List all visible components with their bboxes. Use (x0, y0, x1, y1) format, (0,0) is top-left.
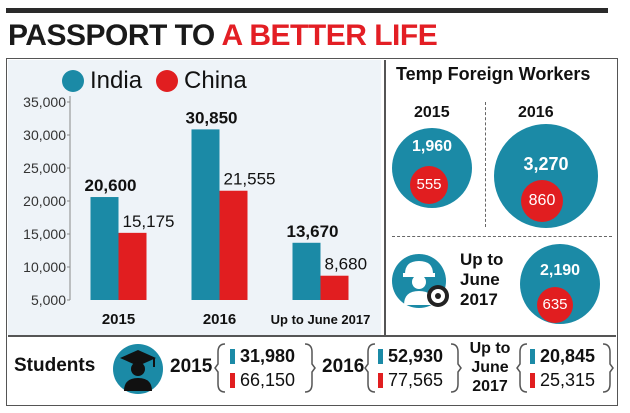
tfw-upto-line-3: 2017 (460, 290, 498, 309)
y-tick-label: 25,000 (23, 160, 66, 176)
students-upto-line-3: 2017 (472, 378, 508, 395)
tfw-year-2015: 2015 (414, 104, 450, 121)
title-part-1: PASSPORT TO (8, 19, 215, 52)
students-2017-china-value: 25,315 (540, 370, 596, 390)
data-label-india-0: 20,600 (85, 176, 137, 195)
bar-chart: 5,000 10,000 15,000 20,000 25,000 30,000 35,00… (23, 94, 371, 328)
students-2016-china-value: 77,565 (388, 370, 444, 390)
data-label-india-1: 30,850 (186, 108, 238, 127)
students-2016-bracket (364, 343, 376, 393)
students-2017-india: 20,845 (530, 346, 595, 367)
y-tick-label: 10,000 (23, 259, 66, 275)
students-2015-bracket-right (304, 343, 316, 393)
legend-swatch-china (156, 70, 179, 92)
y-tick-label: 5,000 (31, 292, 66, 308)
students-2015-india-value: 31,980 (240, 346, 296, 366)
tfw-2016-india-value: 3,270 (523, 154, 569, 174)
students-2015-china: 66,150 (230, 370, 295, 391)
students-upto-line-2: June (471, 359, 509, 376)
data-label-india-2: 13,670 (287, 222, 339, 241)
tfw-2015-china-circle (410, 166, 448, 204)
infographic-frame (6, 58, 618, 406)
tfw-2017-india-value: 2,190 (539, 262, 581, 279)
legend-label-china: China (184, 67, 247, 94)
y-tick-label: 35,000 (23, 94, 66, 110)
data-label-china-1: 21,555 (224, 170, 276, 189)
students-upto-line-1: Up to (469, 340, 511, 357)
page-title: PASSPORT TO A BETTER LIFE (8, 18, 438, 54)
worker-icon (392, 254, 449, 308)
top-rule (6, 8, 608, 13)
students-2017-india-value: 20,845 (540, 346, 596, 366)
tfw-2016-china-value: 860 (528, 192, 556, 209)
x-category-label: Up to June 2017 (271, 312, 371, 327)
tfw-2017-china-circle (537, 287, 573, 323)
horizontal-divider (8, 335, 616, 337)
students-upto-2017-label: Up to June 2017 (464, 339, 516, 396)
graduate-icon (113, 344, 163, 394)
chart-legend: India China (62, 66, 261, 96)
bar-india-1 (191, 129, 220, 300)
students-2016-india-value: 52,930 (388, 346, 444, 366)
bar-india-2 (292, 242, 321, 300)
students-2016-bracket-right (450, 343, 462, 393)
tfw-dashed-divider (485, 102, 486, 227)
tfw-dashed-divider-horizontal (392, 236, 612, 237)
legend-item-china: China (156, 67, 247, 95)
tfw-year-2016: 2016 (518, 104, 554, 121)
bar-india-0 (90, 197, 119, 300)
tfw-2015-china-value: 555 (416, 176, 442, 193)
bar-china-0 (118, 232, 147, 300)
tfw-title: Temp Foreign Workers (396, 64, 591, 84)
data-label-china-0: 15,175 (123, 212, 175, 231)
tfw-upto-line-2: June (460, 270, 500, 289)
vertical-divider (384, 60, 386, 335)
y-tick-label: 15,000 (23, 226, 66, 242)
students-year-2015: 2015 (170, 356, 213, 377)
bar-china-2 (320, 275, 349, 300)
tfw-upto-2017-label: Up to June 2017 (460, 250, 503, 310)
title-part-2: A BETTER LIFE (221, 19, 438, 52)
students-2015-china-value: 66,150 (240, 370, 296, 390)
students-2015-india: 31,980 (230, 346, 295, 367)
tfw-upto-line-1: Up to (460, 250, 504, 269)
tfw-2016-china-circle (521, 180, 563, 222)
bar-china-1 (219, 190, 248, 300)
students-2017-china: 25,315 (530, 370, 595, 391)
legend-item-india: India (62, 67, 142, 95)
legend-swatch-india (62, 70, 84, 92)
y-tick-label: 30,000 (23, 127, 66, 143)
legend-label-india: India (90, 67, 143, 94)
students-2015-bracket (214, 343, 226, 393)
y-tick-label: 20,000 (23, 193, 66, 209)
students-2016-india: 52,930 (378, 346, 443, 367)
tfw-2015-india-value: 1,960 (411, 138, 453, 155)
x-category-label: 2016 (203, 311, 236, 328)
students-2016-china: 77,565 (378, 370, 443, 391)
tfw-2017-china-value: 635 (542, 296, 568, 313)
x-category-label: 2015 (102, 311, 135, 328)
data-label-china-2: 8,680 (325, 255, 368, 274)
students-2017-bracket (516, 343, 528, 393)
students-year-2016: 2016 (322, 356, 365, 377)
students-2017-bracket-right (602, 343, 614, 393)
students-label: Students (14, 355, 96, 376)
